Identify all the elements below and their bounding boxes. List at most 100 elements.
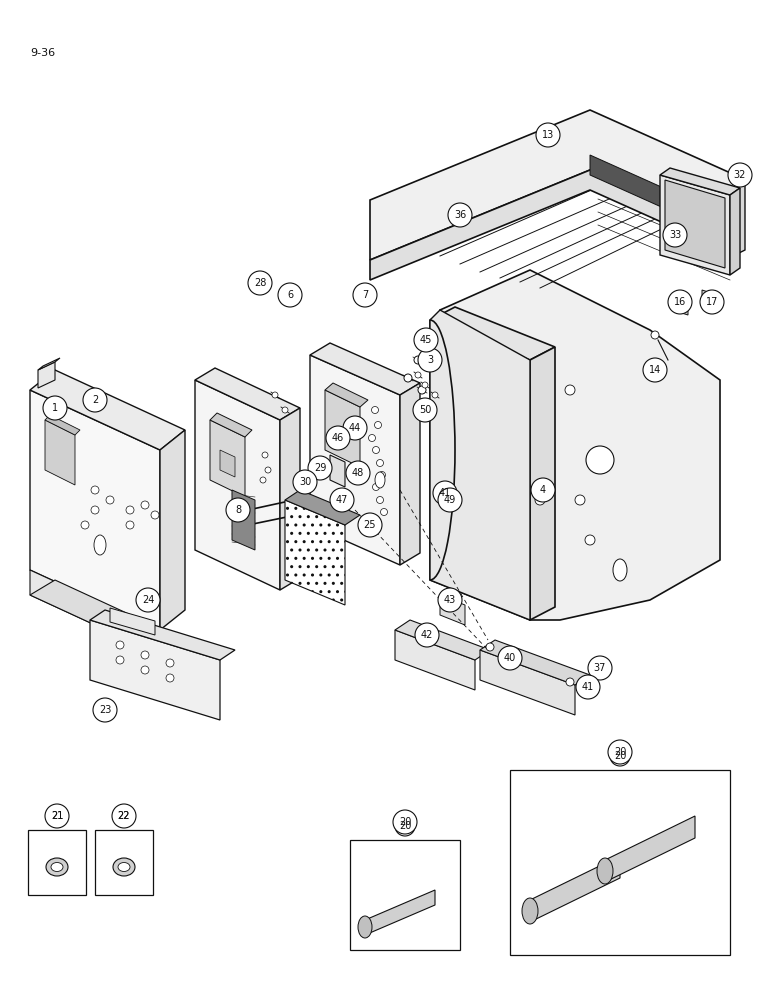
Circle shape <box>326 426 350 450</box>
Circle shape <box>668 290 692 314</box>
Circle shape <box>381 508 388 516</box>
Text: 2: 2 <box>92 395 98 405</box>
Circle shape <box>260 477 266 483</box>
Circle shape <box>330 488 354 512</box>
Circle shape <box>141 501 149 509</box>
Polygon shape <box>30 570 160 655</box>
Ellipse shape <box>51 862 63 871</box>
Circle shape <box>588 656 612 680</box>
Circle shape <box>565 385 575 395</box>
Polygon shape <box>195 368 300 420</box>
Text: 6: 6 <box>287 290 293 300</box>
Text: 43: 43 <box>444 595 456 605</box>
Circle shape <box>610 746 630 766</box>
Polygon shape <box>310 343 420 395</box>
Circle shape <box>531 478 555 502</box>
Text: 21: 21 <box>51 811 63 821</box>
Polygon shape <box>210 420 245 497</box>
Polygon shape <box>30 390 160 630</box>
Circle shape <box>728 163 752 187</box>
Polygon shape <box>195 380 280 590</box>
Polygon shape <box>660 168 740 195</box>
Circle shape <box>272 392 278 398</box>
Text: 45: 45 <box>420 335 432 345</box>
Circle shape <box>643 358 667 382</box>
Text: 36: 36 <box>454 210 466 220</box>
Circle shape <box>136 588 160 612</box>
Polygon shape <box>430 307 555 360</box>
Polygon shape <box>30 370 185 450</box>
Text: 30: 30 <box>299 477 311 487</box>
Polygon shape <box>370 110 735 260</box>
Circle shape <box>343 416 367 440</box>
Ellipse shape <box>46 858 68 876</box>
Circle shape <box>371 406 378 414</box>
Text: 41: 41 <box>438 488 451 498</box>
Circle shape <box>262 452 268 458</box>
Polygon shape <box>160 430 185 630</box>
Circle shape <box>413 398 437 422</box>
Circle shape <box>126 521 134 529</box>
Text: 1: 1 <box>52 403 58 413</box>
Circle shape <box>432 392 438 398</box>
Circle shape <box>677 300 683 306</box>
Circle shape <box>433 481 457 505</box>
Circle shape <box>395 816 415 836</box>
Circle shape <box>418 386 426 394</box>
Text: 46: 46 <box>332 433 344 443</box>
Text: 42: 42 <box>421 630 433 640</box>
Circle shape <box>608 740 632 764</box>
Circle shape <box>566 678 574 686</box>
Polygon shape <box>285 490 360 525</box>
Circle shape <box>293 470 317 494</box>
Polygon shape <box>590 155 735 240</box>
Polygon shape <box>480 640 590 685</box>
Polygon shape <box>310 355 400 565</box>
Circle shape <box>226 498 250 522</box>
Circle shape <box>265 467 271 473</box>
Text: 14: 14 <box>649 365 661 375</box>
Polygon shape <box>480 650 575 715</box>
Text: 8: 8 <box>235 505 241 515</box>
Circle shape <box>498 646 522 670</box>
Ellipse shape <box>113 858 135 876</box>
Circle shape <box>536 123 560 147</box>
Circle shape <box>438 488 462 512</box>
Polygon shape <box>330 455 345 487</box>
Circle shape <box>415 372 421 378</box>
Bar <box>510 770 730 955</box>
Circle shape <box>278 283 302 307</box>
Text: 23: 23 <box>99 705 111 715</box>
Circle shape <box>166 674 174 682</box>
Circle shape <box>374 422 381 428</box>
Polygon shape <box>90 610 235 660</box>
Text: 44: 44 <box>349 423 361 433</box>
Polygon shape <box>430 320 530 620</box>
Polygon shape <box>735 170 745 255</box>
Text: 40: 40 <box>504 653 516 663</box>
Circle shape <box>585 535 595 545</box>
Polygon shape <box>365 890 435 935</box>
Circle shape <box>91 506 99 514</box>
Circle shape <box>651 331 659 339</box>
Text: 3: 3 <box>427 355 433 365</box>
Circle shape <box>414 328 438 352</box>
Text: 47: 47 <box>336 495 348 505</box>
Circle shape <box>353 283 377 307</box>
Polygon shape <box>660 175 730 275</box>
Circle shape <box>93 698 117 722</box>
Bar <box>95 830 153 895</box>
Circle shape <box>141 651 149 659</box>
Circle shape <box>377 460 384 466</box>
Ellipse shape <box>613 559 627 581</box>
Text: 37: 37 <box>594 663 606 673</box>
Polygon shape <box>110 608 155 635</box>
Polygon shape <box>280 408 300 590</box>
Circle shape <box>700 290 724 314</box>
Polygon shape <box>232 490 255 550</box>
Polygon shape <box>370 170 735 280</box>
Circle shape <box>45 804 69 828</box>
Circle shape <box>126 506 134 514</box>
Text: 13: 13 <box>542 130 554 140</box>
Text: 20: 20 <box>399 817 411 827</box>
